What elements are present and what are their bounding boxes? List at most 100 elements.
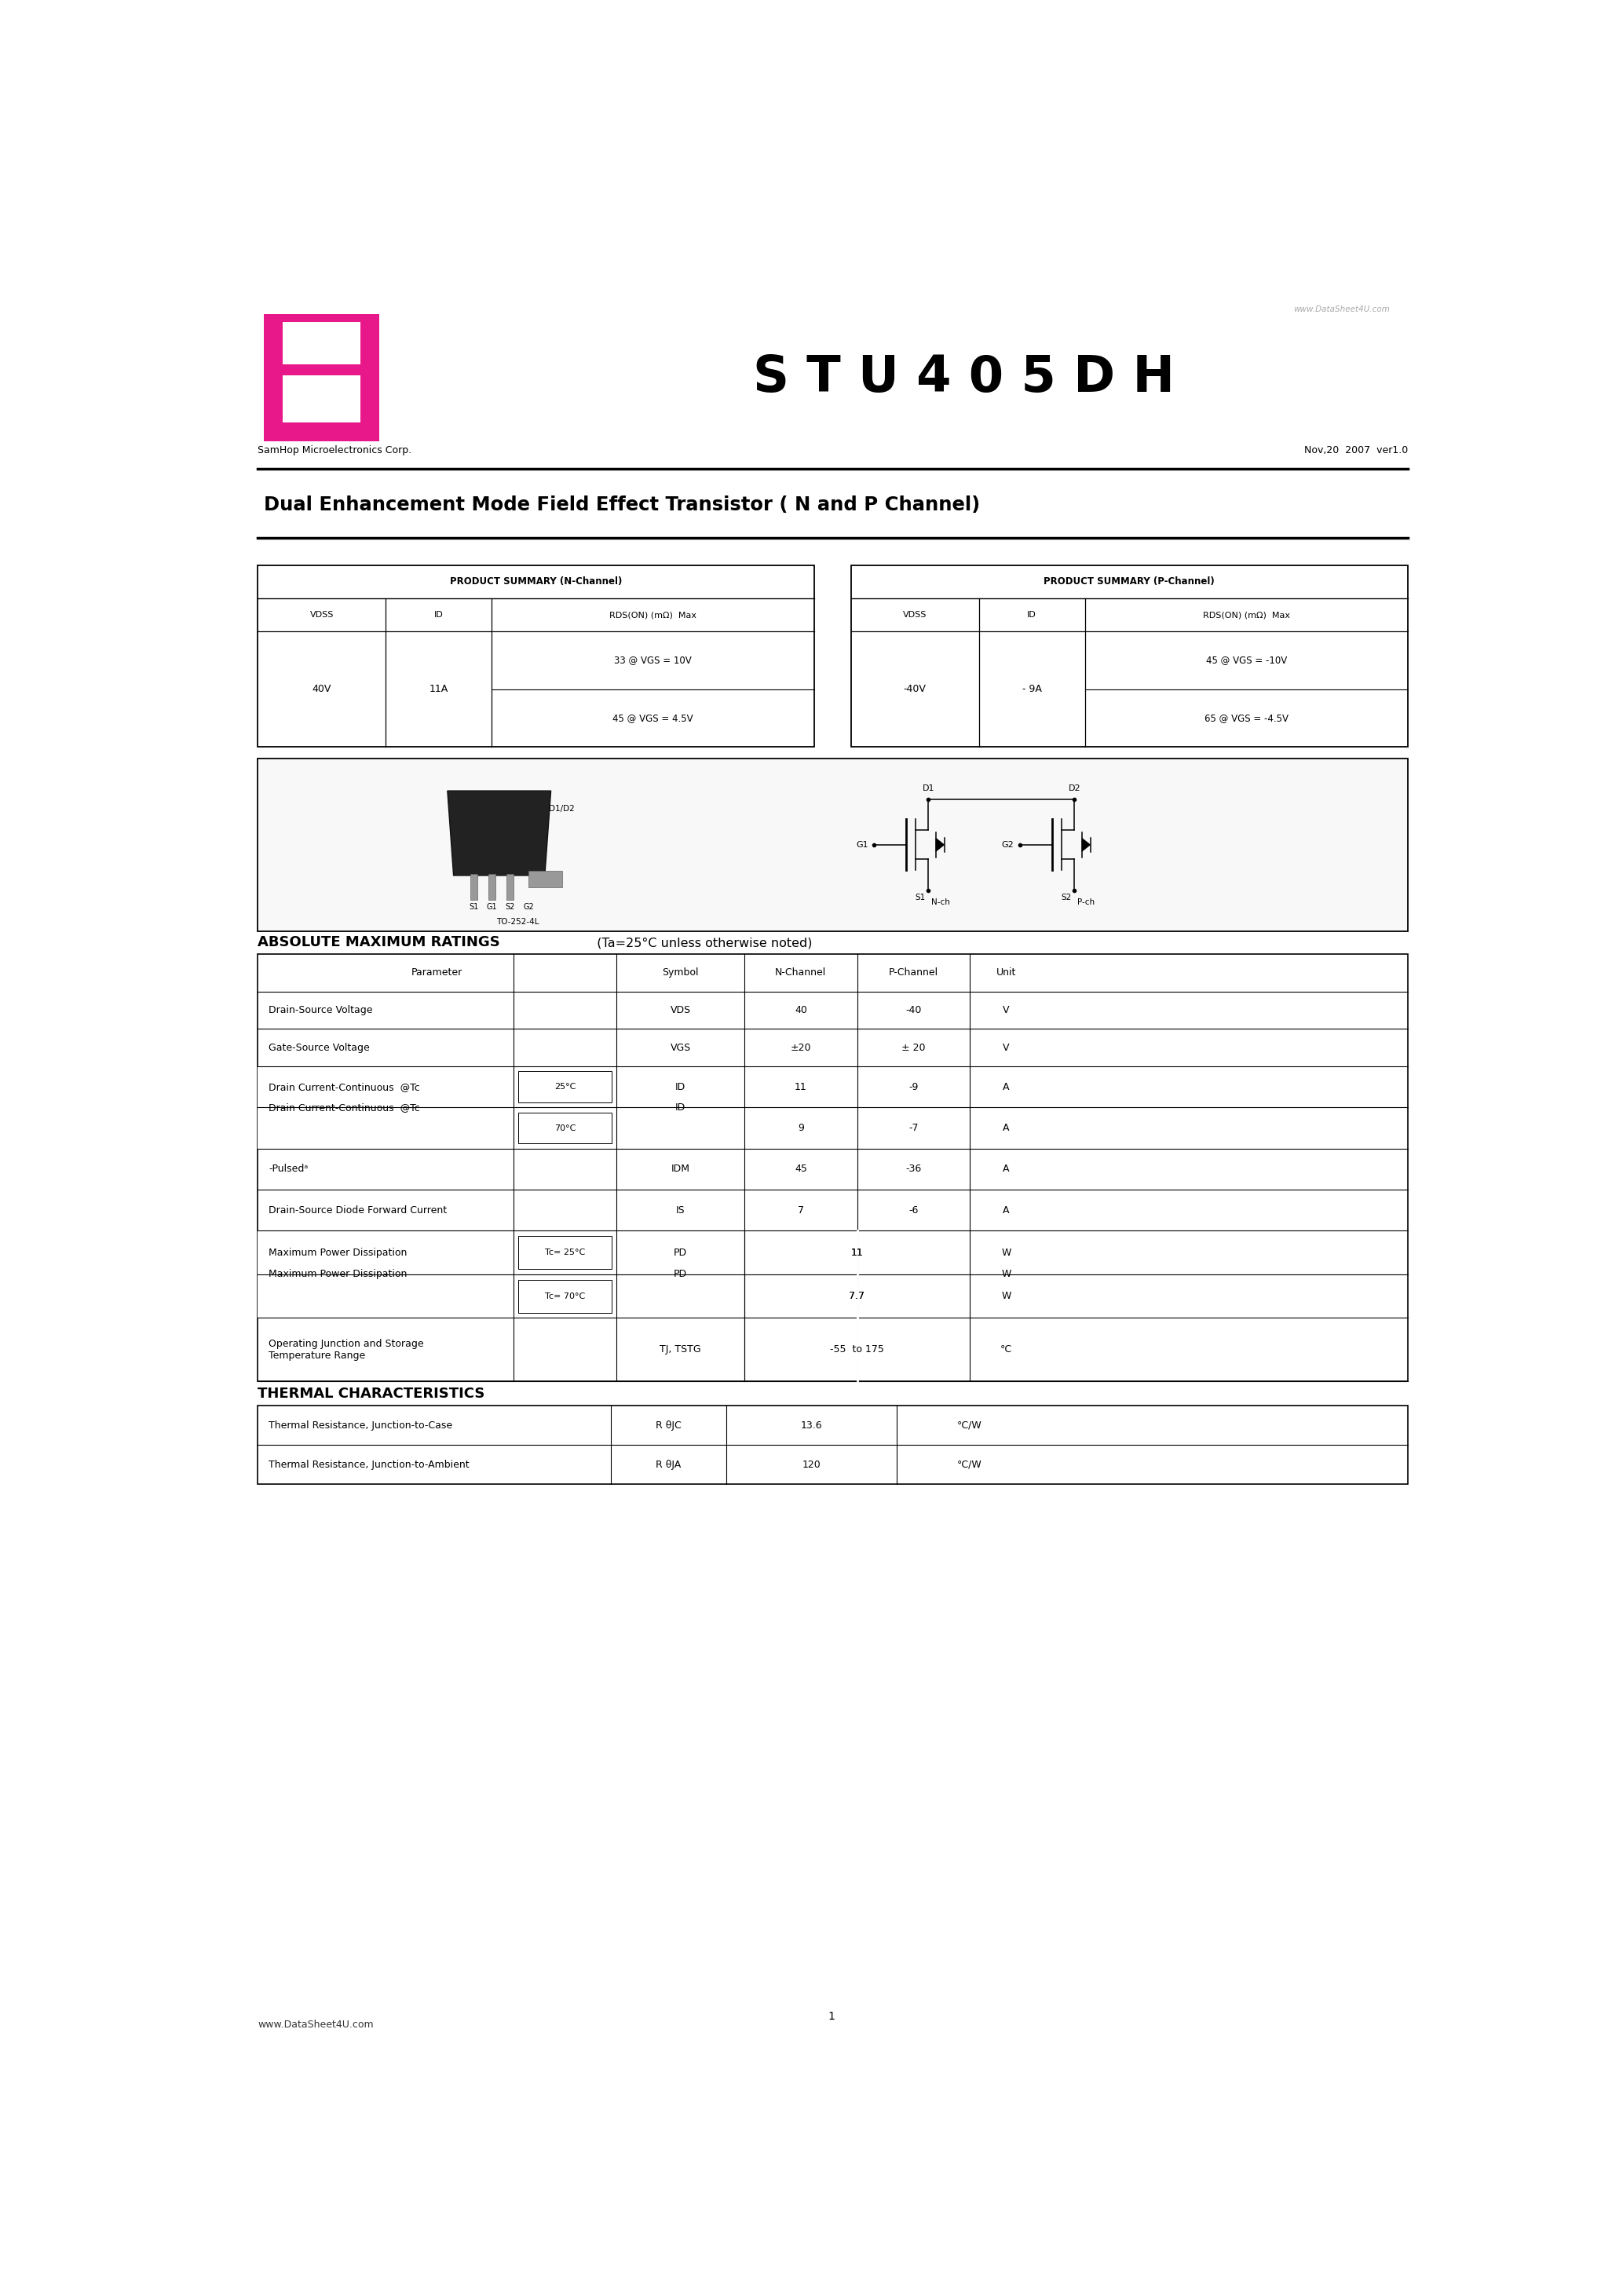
Text: Drain-Source Diode Forward Current: Drain-Source Diode Forward Current (268, 1205, 446, 1215)
Text: IDM: IDM (672, 1164, 690, 1173)
Text: D1: D1 (922, 785, 935, 792)
Text: D1/D2: D1/D2 (549, 806, 575, 813)
Text: PD: PD (674, 1247, 687, 1258)
Text: Parameter: Parameter (412, 967, 463, 978)
Text: 65 @ VGS = -4.5V: 65 @ VGS = -4.5V (1204, 712, 1289, 723)
Text: TO-252-4L: TO-252-4L (497, 918, 539, 925)
Text: S2: S2 (505, 902, 514, 912)
Text: -40: -40 (906, 1006, 922, 1015)
Text: 45 @ VGS = -10V: 45 @ VGS = -10V (1206, 654, 1287, 666)
Text: SamHop Microelectronics Corp.: SamHop Microelectronics Corp. (258, 445, 412, 455)
Text: A: A (1003, 1205, 1010, 1215)
Text: Gate-Source Voltage: Gate-Source Voltage (268, 1042, 370, 1054)
Text: PRODUCT SUMMARY (N-Channel): PRODUCT SUMMARY (N-Channel) (450, 576, 622, 588)
Text: 11: 11 (795, 1081, 807, 1093)
Text: W: W (1001, 1290, 1011, 1302)
Bar (969, 1231, 1042, 1318)
Text: °C: °C (1000, 1345, 1013, 1355)
Text: Thermal Resistance, Junction-to-Case: Thermal Resistance, Junction-to-Case (268, 1421, 453, 1430)
Text: R θJA: R θJA (656, 1460, 682, 1469)
Text: ID: ID (433, 611, 443, 620)
Text: G1: G1 (487, 902, 497, 912)
Bar (489, 875, 495, 900)
Text: R θJC: R θJC (656, 1421, 682, 1430)
Text: Operating Junction and Storage
Temperature Range: Operating Junction and Storage Temperatu… (268, 1339, 424, 1362)
Bar (258, 1065, 513, 1148)
Text: 7.7: 7.7 (849, 1290, 865, 1302)
Text: S1: S1 (915, 893, 925, 902)
Text: P-Channel: P-Channel (888, 967, 938, 978)
Text: 70°C: 70°C (553, 1125, 576, 1132)
Text: A: A (1003, 1164, 1010, 1173)
Text: ID: ID (675, 1102, 687, 1114)
Bar (518, 1279, 612, 1313)
Polygon shape (936, 838, 945, 852)
Text: 7: 7 (797, 1205, 803, 1215)
Text: 9: 9 (797, 1123, 803, 1134)
Text: www.DataSheet4U.com: www.DataSheet4U.com (1294, 305, 1389, 312)
Bar (617, 1065, 745, 1148)
Text: Nov,20  2007  ver1.0: Nov,20 2007 ver1.0 (1303, 445, 1407, 455)
Text: 120: 120 (802, 1460, 821, 1469)
Text: 7.7: 7.7 (849, 1290, 865, 1302)
Bar (850, 565, 1407, 746)
Text: G2: G2 (1001, 840, 1014, 850)
Text: RDS(ON) (mΩ)  Max: RDS(ON) (mΩ) Max (609, 611, 696, 620)
Text: -36: -36 (906, 1164, 922, 1173)
Text: ID: ID (1027, 611, 1037, 620)
Text: W: W (1001, 1247, 1011, 1258)
Bar (258, 1405, 1407, 1483)
Text: V: V (1003, 1006, 1010, 1015)
Bar (518, 1235, 612, 1270)
Text: IS: IS (677, 1205, 685, 1215)
Bar (271, 321, 372, 434)
Text: -9: -9 (909, 1081, 919, 1093)
Text: D2: D2 (1068, 785, 1081, 792)
Text: -7: -7 (909, 1123, 919, 1134)
Text: A: A (1003, 1081, 1010, 1093)
Text: °C/W: °C/W (958, 1421, 982, 1430)
Bar (258, 565, 815, 746)
Text: 40: 40 (795, 1006, 807, 1015)
Text: Drain Current-Continuous  @Tc: Drain Current-Continuous @Tc (268, 1102, 420, 1114)
Text: -Pulsedᵃ: -Pulsedᵃ (268, 1164, 308, 1173)
Text: www.DataSheet4U.com: www.DataSheet4U.com (258, 2020, 373, 2030)
Text: A: A (1003, 1123, 1010, 1134)
Bar (263, 315, 380, 441)
Text: RDS(ON) (mΩ)  Max: RDS(ON) (mΩ) Max (1203, 611, 1290, 620)
Text: 13.6: 13.6 (800, 1421, 823, 1430)
Polygon shape (448, 790, 550, 875)
Text: P-ch: P-ch (1078, 898, 1096, 907)
Bar (360, 321, 372, 434)
Text: 33 @ VGS = 10V: 33 @ VGS = 10V (613, 654, 691, 666)
Bar (271, 422, 372, 434)
Bar (271, 365, 372, 377)
Text: Symbol: Symbol (662, 967, 700, 978)
Bar (529, 870, 562, 889)
Text: -6: -6 (909, 1205, 919, 1215)
Text: W: W (1001, 1270, 1011, 1279)
Text: -40V: -40V (904, 684, 927, 693)
Text: (Ta=25°C unless otherwise noted): (Ta=25°C unless otherwise noted) (589, 937, 813, 948)
Text: 40V: 40V (312, 684, 331, 693)
Text: Drain Current-Continuous  @Tc: Drain Current-Continuous @Tc (268, 1081, 420, 1093)
Text: PD: PD (674, 1270, 687, 1279)
Bar (258, 758, 1407, 930)
Text: TJ, TSTG: TJ, TSTG (661, 1345, 701, 1355)
Text: 45: 45 (795, 1164, 807, 1173)
Text: Maximum Power Dissipation: Maximum Power Dissipation (268, 1247, 407, 1258)
Bar (518, 1114, 612, 1143)
Text: °C/W: °C/W (958, 1460, 982, 1469)
Text: VGS: VGS (670, 1042, 691, 1054)
Text: - 9A: - 9A (1022, 684, 1042, 693)
Bar (506, 875, 514, 900)
Text: Tc= 25°C: Tc= 25°C (545, 1249, 584, 1256)
Bar (258, 953, 1407, 1382)
Text: Tc= 70°C: Tc= 70°C (545, 1293, 584, 1300)
Bar (258, 1231, 513, 1318)
Text: ID: ID (675, 1081, 687, 1093)
Text: -55  to 175: -55 to 175 (829, 1345, 885, 1355)
Text: G2: G2 (523, 902, 534, 912)
Text: S T U 4 0 5 D H: S T U 4 0 5 D H (753, 354, 1175, 402)
Text: S2: S2 (1061, 893, 1071, 902)
